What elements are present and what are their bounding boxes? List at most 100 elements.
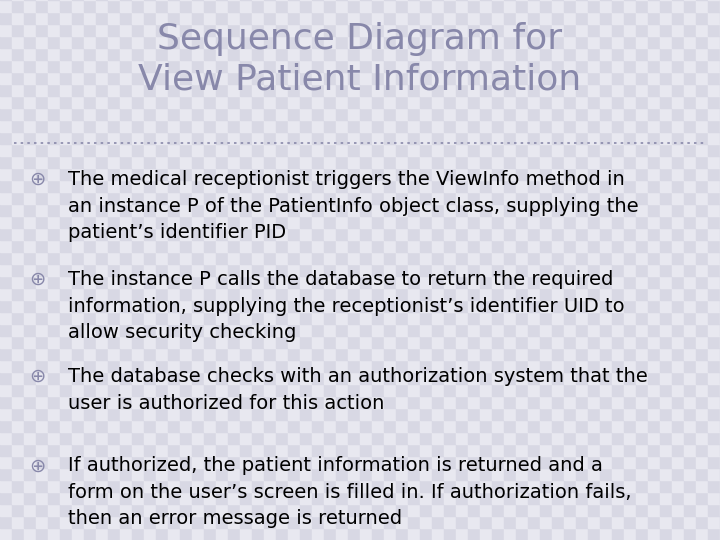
- Bar: [336, 192, 348, 204]
- Bar: [456, 480, 468, 492]
- Bar: [612, 168, 624, 180]
- Bar: [540, 372, 552, 384]
- Bar: [132, 48, 144, 60]
- Bar: [228, 288, 240, 300]
- Bar: [636, 108, 648, 120]
- Bar: [648, 444, 660, 456]
- Bar: [468, 444, 480, 456]
- Bar: [588, 168, 600, 180]
- Bar: [456, 372, 468, 384]
- Bar: [420, 156, 432, 168]
- Bar: [600, 336, 612, 348]
- Bar: [648, 12, 660, 24]
- Bar: [372, 228, 384, 240]
- Bar: [312, 432, 324, 444]
- Bar: [204, 84, 216, 96]
- Bar: [252, 504, 264, 516]
- Bar: [240, 252, 252, 264]
- Bar: [216, 60, 228, 72]
- Bar: [252, 240, 264, 252]
- Bar: [108, 456, 120, 468]
- Bar: [324, 60, 336, 72]
- Bar: [648, 132, 660, 144]
- Bar: [240, 264, 252, 276]
- Bar: [384, 156, 396, 168]
- Bar: [60, 372, 72, 384]
- Bar: [480, 120, 492, 132]
- Bar: [372, 156, 384, 168]
- Bar: [48, 120, 60, 132]
- Bar: [144, 0, 156, 12]
- Bar: [384, 468, 396, 480]
- Bar: [24, 12, 36, 24]
- Bar: [636, 420, 648, 432]
- Bar: [420, 420, 432, 432]
- Bar: [156, 300, 168, 312]
- Bar: [60, 528, 72, 540]
- Bar: [264, 180, 276, 192]
- Bar: [432, 300, 444, 312]
- Bar: [636, 204, 648, 216]
- Bar: [420, 480, 432, 492]
- Bar: [72, 240, 84, 252]
- Bar: [288, 216, 300, 228]
- Bar: [480, 336, 492, 348]
- Bar: [48, 108, 60, 120]
- Bar: [120, 24, 132, 36]
- Bar: [384, 72, 396, 84]
- Bar: [336, 12, 348, 24]
- Bar: [540, 528, 552, 540]
- Bar: [336, 180, 348, 192]
- Bar: [504, 432, 516, 444]
- Bar: [0, 12, 12, 24]
- Bar: [48, 336, 60, 348]
- Bar: [264, 360, 276, 372]
- Bar: [636, 48, 648, 60]
- Bar: [180, 312, 192, 324]
- Bar: [228, 492, 240, 504]
- Bar: [372, 132, 384, 144]
- Bar: [36, 408, 48, 420]
- Bar: [180, 360, 192, 372]
- Bar: [672, 228, 684, 240]
- Bar: [612, 432, 624, 444]
- Bar: [576, 252, 588, 264]
- Bar: [228, 180, 240, 192]
- Bar: [60, 60, 72, 72]
- Bar: [264, 24, 276, 36]
- Bar: [300, 360, 312, 372]
- Bar: [204, 468, 216, 480]
- Bar: [516, 300, 528, 312]
- Bar: [192, 180, 204, 192]
- Bar: [288, 444, 300, 456]
- Bar: [612, 96, 624, 108]
- Bar: [420, 276, 432, 288]
- Bar: [372, 180, 384, 192]
- Bar: [276, 300, 288, 312]
- Bar: [672, 384, 684, 396]
- Bar: [492, 36, 504, 48]
- Bar: [504, 420, 516, 432]
- Bar: [480, 468, 492, 480]
- Bar: [168, 348, 180, 360]
- Bar: [564, 396, 576, 408]
- Bar: [132, 132, 144, 144]
- Bar: [60, 324, 72, 336]
- Bar: [372, 396, 384, 408]
- Bar: [156, 48, 168, 60]
- Bar: [312, 72, 324, 84]
- Bar: [252, 0, 264, 12]
- Bar: [672, 444, 684, 456]
- Bar: [492, 228, 504, 240]
- Bar: [444, 312, 456, 324]
- Bar: [492, 384, 504, 396]
- Bar: [552, 168, 564, 180]
- Bar: [108, 84, 120, 96]
- Bar: [168, 36, 180, 48]
- Bar: [492, 492, 504, 504]
- Bar: [588, 288, 600, 300]
- Bar: [12, 168, 24, 180]
- Bar: [192, 36, 204, 48]
- Bar: [528, 276, 540, 288]
- Bar: [348, 240, 360, 252]
